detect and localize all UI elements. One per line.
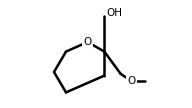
Text: O: O <box>84 37 92 47</box>
Text: O: O <box>127 76 136 86</box>
Text: OH: OH <box>106 8 122 18</box>
